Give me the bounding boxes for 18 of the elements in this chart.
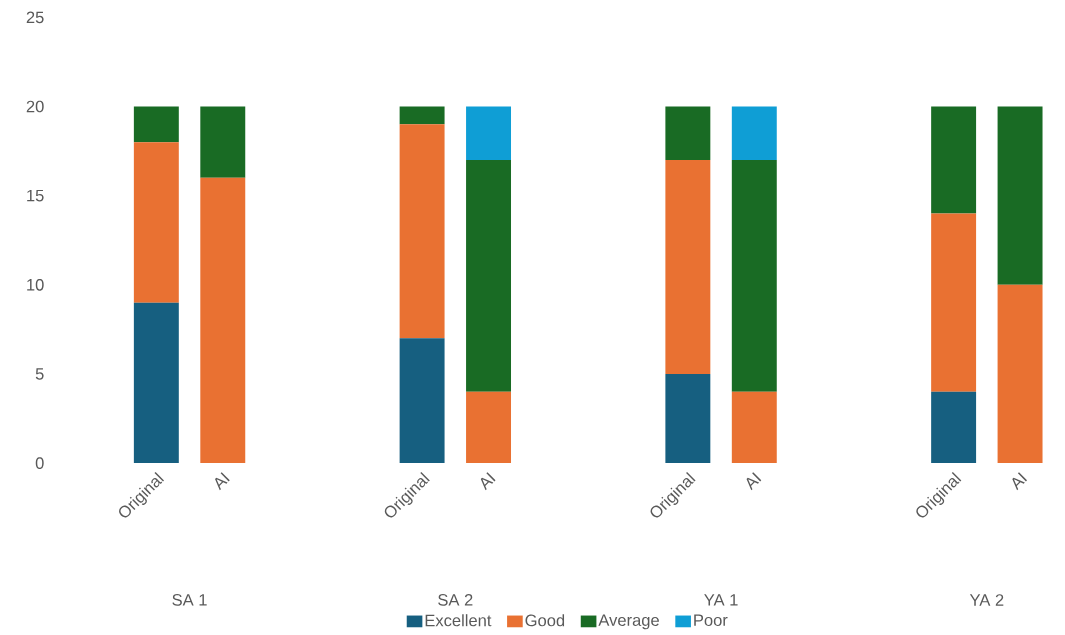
text: YA 1 — [704, 594, 738, 606]
text: SA 2 — [438, 594, 473, 606]
y-tick-label: 15 — [27, 189, 44, 202]
text: YA 2 — [969, 594, 1004, 606]
legend-label: Poor — [694, 614, 728, 626]
y-tick-label: 25 — [26, 11, 44, 24]
legend-label: Excellent — [425, 614, 492, 627]
legend-label: Average — [598, 614, 659, 630]
y-tick-label: 10 — [27, 278, 44, 291]
x-tick-label: AI — [746, 472, 762, 491]
y-tick-label: 5 — [35, 368, 44, 380]
x-tick-label: AI — [1012, 472, 1028, 491]
text: SA 1 — [172, 594, 207, 606]
y-tick-label: 0 — [35, 457, 44, 469]
x-tick-label: AI — [480, 472, 496, 491]
y-tick-label: 20 — [26, 100, 44, 113]
x-tick-label: AI — [215, 472, 230, 491]
legend-label: Good — [525, 614, 565, 627]
